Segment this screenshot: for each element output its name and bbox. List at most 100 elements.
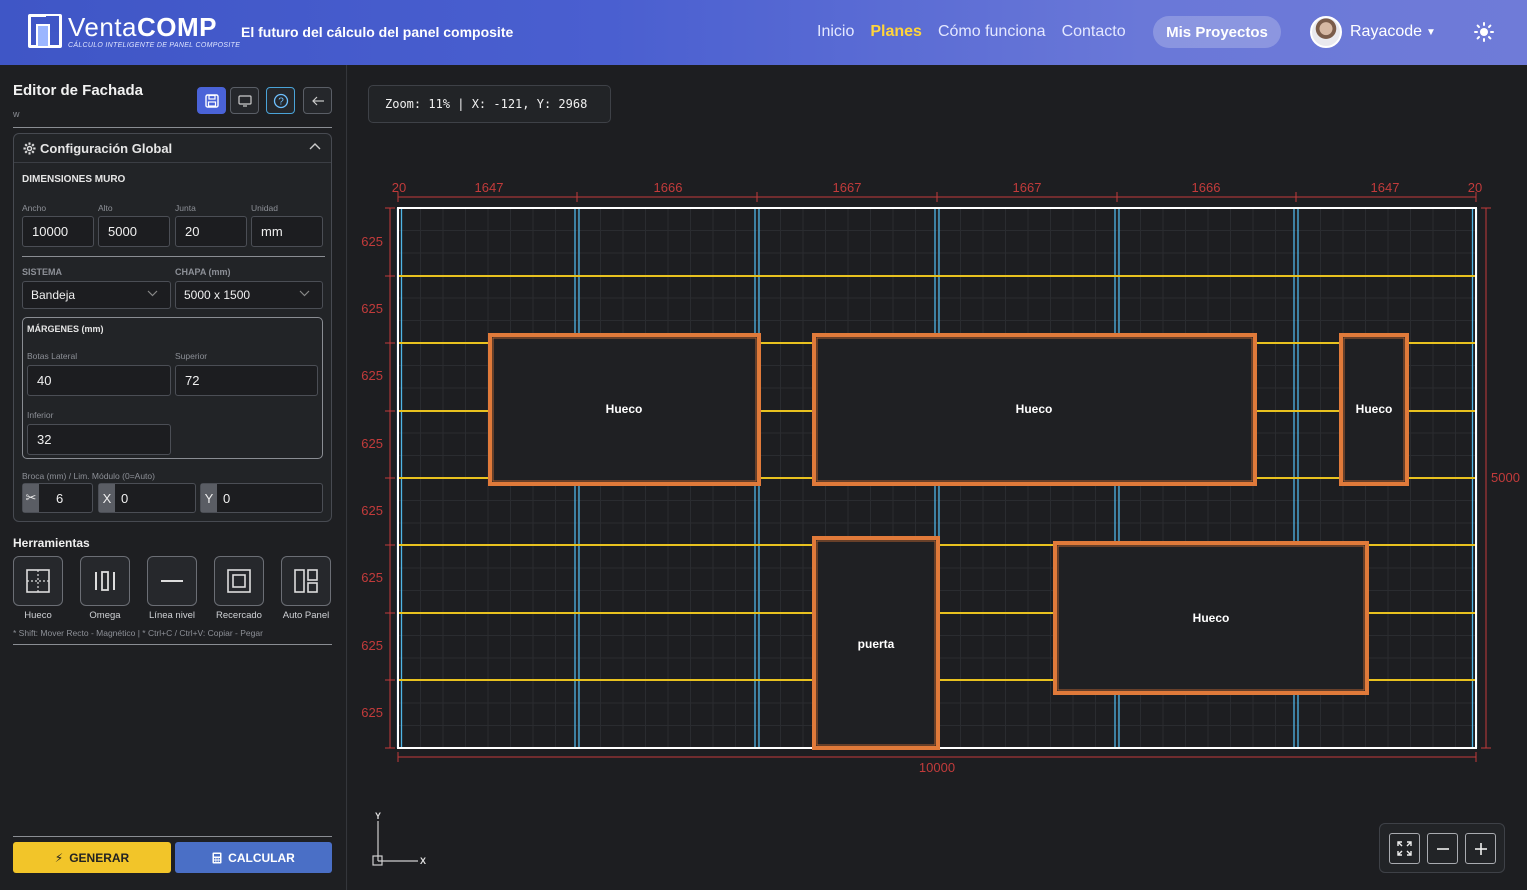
system-select[interactable]: Bandeja	[22, 281, 171, 309]
width-input[interactable]: 10000	[22, 216, 94, 247]
top-dimension-label: 1667	[1013, 180, 1042, 195]
auto-panel-icon	[294, 569, 318, 593]
back-button[interactable]	[303, 87, 332, 114]
divider	[13, 836, 332, 837]
row-dimension-label: 625	[361, 301, 383, 316]
frame-icon	[227, 569, 251, 593]
divider	[13, 127, 332, 128]
top-dimension-label: 20	[1468, 180, 1482, 195]
tool-recercado-label: Recercado	[216, 610, 262, 621]
drill-input[interactable]: ✂ 6	[22, 483, 93, 513]
user-menu[interactable]: Rayacode ▼	[1310, 16, 1436, 48]
system-label: SISTEMA	[22, 267, 63, 277]
drill-label: Broca (mm) / Lim. Módulo (0=Auto)	[22, 471, 155, 481]
my-projects-button[interactable]: Mis Proyectos	[1153, 16, 1281, 48]
row-dimension-label: 625	[361, 436, 383, 451]
tool-auto-panel-label: Auto Panel	[282, 610, 330, 621]
opening-inner	[816, 540, 936, 746]
limit-y-tag: Y	[201, 484, 217, 512]
preview-button[interactable]	[230, 87, 259, 114]
opening-label: Hueco	[1016, 402, 1053, 416]
nav-contacto[interactable]: Contacto	[1061, 23, 1126, 40]
omega-icon	[95, 571, 115, 591]
save-icon	[204, 93, 219, 108]
row-dimension-label: 625	[361, 503, 383, 518]
tool-level-line-label: Línea nivel	[149, 610, 195, 621]
margin-top-label: Superior	[175, 351, 208, 361]
nav-planes[interactable]: Planes	[870, 23, 922, 40]
joint-input[interactable]: 20	[175, 216, 247, 247]
opening-inner	[492, 337, 757, 482]
nav-inicio[interactable]: Inicio	[817, 23, 855, 40]
arrow-left-icon	[311, 96, 324, 105]
height-input[interactable]: 5000	[98, 216, 170, 247]
chevron-down-icon	[147, 290, 158, 297]
tool-omega-button[interactable]	[80, 556, 130, 606]
margin-bottom-input[interactable]: 32	[27, 424, 171, 455]
top-dimension-label: 1647	[475, 180, 504, 195]
editor-sidebar: Editor de Fachada w ? Configuración Glob…	[0, 65, 347, 890]
opening-label: Hueco	[1193, 611, 1230, 625]
tool-level-line-button[interactable]	[147, 556, 197, 606]
logo-word-1: Venta	[68, 12, 138, 42]
header-tagline: El futuro del cálculo del panel composit…	[241, 24, 514, 40]
theme-toggle-sun-icon[interactable]	[1474, 22, 1494, 42]
tool-recercado-button[interactable]	[214, 556, 264, 606]
sheet-label: CHAPA (mm)	[175, 267, 231, 277]
origin-marker	[372, 855, 383, 866]
margin-lateral-input[interactable]: 40	[27, 365, 171, 396]
row-dimension-label: 625	[361, 570, 383, 585]
x-axis-label: X	[420, 856, 426, 866]
sheet-select[interactable]: 5000 x 1500	[175, 281, 323, 309]
limit-x-input[interactable]: X 0	[98, 483, 196, 513]
limit-y-input[interactable]: Y 0	[200, 483, 323, 513]
calculator-icon	[212, 852, 222, 863]
chevron-up-icon[interactable]	[309, 142, 321, 150]
margins-group: MÁRGENES (mm) Botas Lateral Superior 40 …	[22, 317, 323, 459]
facade-drawing[interactable]: Hueco Hueco Hueco puerta Hueco 20 1647 1666 1667…	[348, 65, 1527, 890]
facade-canvas[interactable]: Zoom: 11% | X: -121, Y: 2968 Hueco Hueco H…	[348, 65, 1527, 890]
row-dimension-label: 625	[361, 234, 383, 249]
opening-inner	[1057, 545, 1365, 691]
nav-como-funciona[interactable]: Cómo funciona	[937, 23, 1046, 40]
global-config-panel: Configuración Global DIMENSIONES MURO An…	[13, 133, 332, 522]
tool-omega-label: Omega	[89, 610, 121, 621]
level-line-icon	[161, 580, 183, 582]
editor-title: Editor de Fachada	[13, 82, 144, 99]
calculate-label: CALCULAR	[228, 850, 295, 865]
opening-label: Hueco	[1356, 402, 1393, 416]
height-label: Alto	[98, 203, 113, 213]
margin-top-input[interactable]: 72	[175, 365, 318, 396]
fit-view-button[interactable]	[1389, 833, 1420, 864]
opening-label: puerta	[858, 637, 895, 651]
generate-button[interactable]: ⚡ GENERAR	[13, 842, 171, 873]
limit-x-tag: X	[99, 484, 115, 512]
top-dimension-label: 1666	[654, 180, 683, 195]
minus-icon	[1436, 847, 1449, 850]
help-button[interactable]: ?	[266, 87, 295, 114]
system-select-value: Bandeja	[31, 288, 76, 302]
main-nav: Inicio Planes Cómo funciona Contacto	[817, 23, 1126, 41]
scissors-icon: ✂	[23, 484, 39, 512]
save-button[interactable]	[197, 87, 226, 114]
zoom-out-button[interactable]	[1427, 833, 1458, 864]
svg-text:?: ?	[278, 96, 284, 107]
zoom-in-button[interactable]	[1465, 833, 1496, 864]
unit-label: Unidad	[251, 203, 278, 213]
logo-word-2: COMP	[137, 12, 218, 42]
username: Rayacode	[1350, 23, 1423, 40]
calculate-button[interactable]: CALCULAR	[175, 842, 332, 873]
tool-auto-panel-button[interactable]	[281, 556, 331, 606]
width-label: Ancho	[22, 203, 47, 213]
app-logo[interactable]: VentaCOMP CÁLCULO INTELIGENTE DE PANEL C…	[28, 14, 240, 49]
limit-y-value: 0	[223, 491, 231, 506]
tool-hueco-label: Hueco	[24, 610, 52, 621]
caret-down-icon: ▼	[1426, 26, 1436, 38]
opening-icon	[26, 569, 50, 593]
unit-input[interactable]: mm	[251, 216, 323, 247]
margins-heading: MÁRGENES (mm)	[27, 324, 104, 334]
tool-hueco-button[interactable]	[13, 556, 63, 606]
top-dimension-label: 1647	[1371, 180, 1400, 195]
global-config-title: Configuración Global	[40, 140, 173, 156]
global-config-header[interactable]: Configuración Global	[14, 134, 331, 163]
